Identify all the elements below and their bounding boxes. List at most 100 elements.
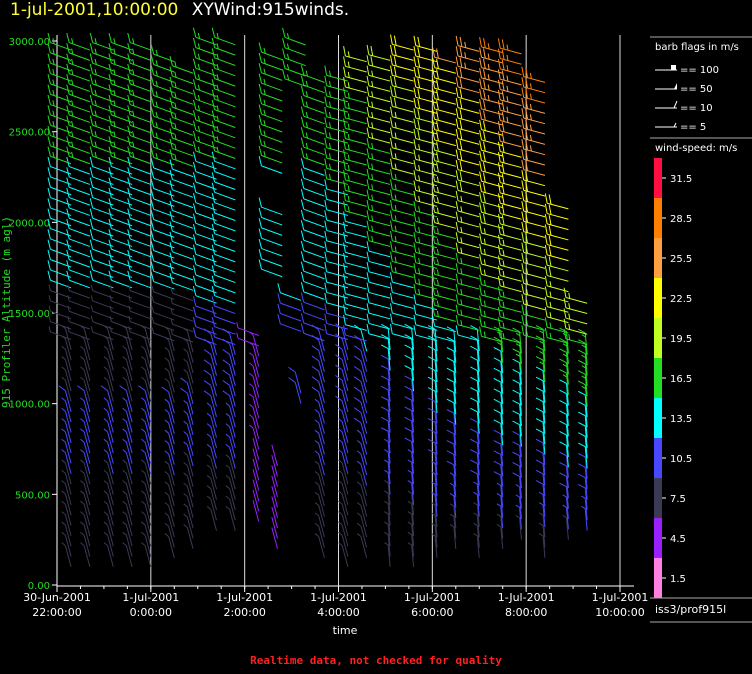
barb-staff xyxy=(360,381,368,403)
barb-staff xyxy=(387,358,391,381)
wind-barb xyxy=(89,167,114,185)
wind-barb xyxy=(512,389,522,416)
barb-staff xyxy=(481,139,503,147)
barb-flag xyxy=(483,120,486,131)
barb-staff xyxy=(318,536,325,558)
barb-staff xyxy=(64,349,72,371)
barb-flag xyxy=(324,199,328,210)
wind-barb xyxy=(109,305,133,320)
x-tick-label: 1-Jul-2001 xyxy=(404,591,461,604)
barb-flag-half xyxy=(183,410,188,415)
barb-staff xyxy=(229,447,236,469)
wind-barb xyxy=(343,221,367,238)
barb-staff xyxy=(50,238,72,247)
wind-barb xyxy=(127,156,152,175)
wind-barb xyxy=(521,252,546,269)
barb-flag xyxy=(324,220,328,231)
barb-flag xyxy=(335,395,343,402)
barb-flag-half xyxy=(122,438,127,443)
barb-flag-half xyxy=(473,502,478,506)
wind-barb xyxy=(170,287,194,302)
barb-flag-half xyxy=(515,504,520,508)
wind-barb xyxy=(183,420,194,446)
barb-staff xyxy=(411,369,415,392)
wind-barb xyxy=(311,365,325,393)
barb-staff xyxy=(50,290,72,299)
wind-barb xyxy=(300,75,325,94)
barb-flag-half xyxy=(94,79,97,86)
barb-flag xyxy=(446,347,455,352)
wind-barb xyxy=(455,159,480,176)
barb-flag-half xyxy=(431,491,436,495)
wind-barb xyxy=(119,385,133,412)
wind-barb xyxy=(108,32,133,51)
barb-flag xyxy=(501,60,505,70)
barb-flag xyxy=(497,131,501,142)
barb-flag xyxy=(390,199,393,210)
barb-staff xyxy=(500,475,504,498)
wind-barb xyxy=(66,260,91,278)
barb-flag-half xyxy=(356,522,362,527)
barb-staff xyxy=(368,240,391,247)
barb-flag-half xyxy=(128,326,131,333)
barb-flag-half xyxy=(141,511,146,515)
barb-flag xyxy=(192,27,197,38)
barb-flag xyxy=(390,96,393,107)
wind-barb xyxy=(66,208,91,227)
barb-staff xyxy=(326,116,349,123)
wind-barb xyxy=(183,493,194,518)
barb-flag xyxy=(192,182,197,193)
barb-flag-half xyxy=(581,344,586,348)
barb-flag-half xyxy=(141,542,146,547)
wind-barb xyxy=(47,187,72,206)
barb-staff xyxy=(172,178,194,188)
barb-flag-half xyxy=(418,195,421,202)
barb-staff xyxy=(50,300,72,309)
barb-flag-half xyxy=(407,511,412,515)
barb-flag-half xyxy=(483,300,486,307)
wind-barb xyxy=(356,512,368,538)
barb-staff xyxy=(326,136,349,144)
wind-barb xyxy=(578,442,588,469)
barb-staff xyxy=(50,207,72,216)
wind-barb xyxy=(211,244,236,263)
wind-barb xyxy=(141,438,152,464)
wind-barb xyxy=(521,263,546,280)
wind-barb xyxy=(366,272,391,289)
wind-barb xyxy=(211,89,236,108)
wind-barb xyxy=(89,146,114,165)
barb-flag-half xyxy=(581,495,586,499)
barb-staff xyxy=(129,83,152,92)
barb-staff xyxy=(453,361,457,384)
barb-staff xyxy=(457,169,480,176)
wind-barb xyxy=(493,357,504,384)
barb-flag xyxy=(127,32,131,43)
wind-barb xyxy=(211,254,236,273)
wind-barb xyxy=(89,208,114,227)
barb-staff xyxy=(195,171,217,180)
barb-staff xyxy=(434,222,456,229)
wind-barb xyxy=(122,500,133,526)
wind-barb xyxy=(559,348,569,375)
wind-barb xyxy=(497,100,522,117)
barb-staff xyxy=(129,135,152,144)
wind-barb xyxy=(535,428,546,455)
barb-flag-half xyxy=(52,110,55,117)
barb-flag-half xyxy=(506,65,509,72)
barb-flag-half xyxy=(61,500,66,505)
barb-staff xyxy=(186,475,194,498)
wind-barb xyxy=(300,292,325,311)
wind-barb xyxy=(164,367,175,393)
barb-flag-half xyxy=(394,111,397,118)
wind-barb xyxy=(127,105,152,123)
barb-flag xyxy=(436,151,439,162)
barb-flag xyxy=(512,410,520,415)
wind-barb xyxy=(366,261,391,278)
barb-staff xyxy=(519,517,522,540)
barb-staff xyxy=(68,155,91,165)
barb-flag-half xyxy=(48,326,51,333)
wind-barb xyxy=(356,429,368,455)
barb-flag-half xyxy=(371,153,374,160)
barb-flag xyxy=(559,379,567,384)
barb-staff xyxy=(303,105,325,114)
